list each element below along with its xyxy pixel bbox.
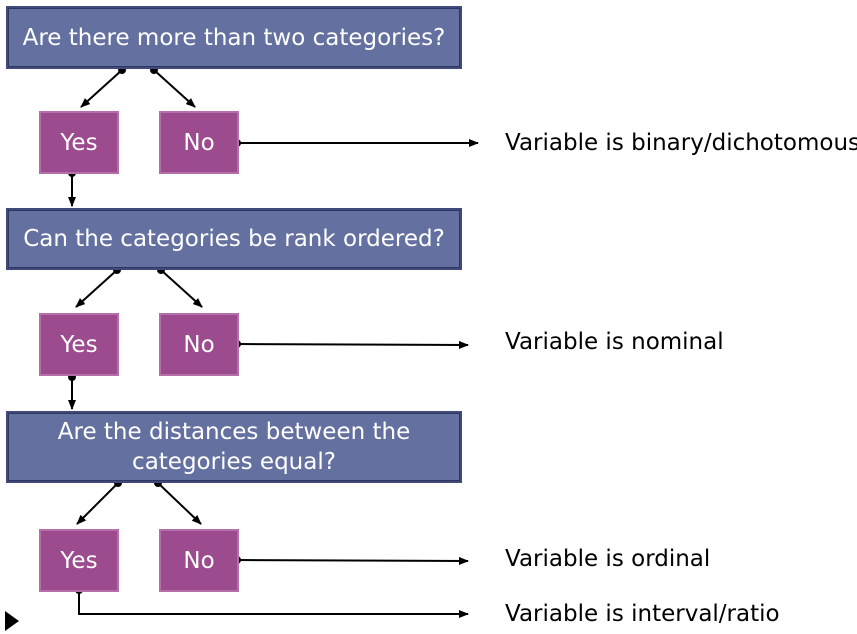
arrow-q2-no [160,269,203,308]
arrow-no3-result [236,556,469,565]
answer-yes-1: Yes [39,111,119,174]
answer-no-3: No [159,529,239,592]
result-interval-ratio: Variable is interval/ratio [505,601,780,627]
play-marker-icon[interactable] [5,611,19,631]
result-binary-dichotomous: Variable is binary/dichotomous [505,130,857,156]
arrow-no2-result [236,340,469,349]
result-ordinal: Variable is ordinal [505,546,711,572]
arrow-q1-yes [80,69,123,108]
arrow-q1-no [153,69,196,108]
question-distances-equal: Are the distances between the categories… [6,411,462,483]
question-more-than-two-categories: Are there more than two categories? [6,6,462,69]
question-rank-ordered: Can the categories be rank ordered? [6,208,462,270]
answer-yes-3: Yes [39,529,119,592]
arrow-yes3-result [78,590,469,618]
answer-no-1: No [159,111,239,174]
answer-no-2: No [159,313,239,376]
arrow-q3-yes [76,482,119,525]
answer-yes-2: Yes [39,313,119,376]
result-nominal: Variable is nominal [505,329,724,355]
arrow-q2-yes [75,269,118,308]
arrow-q3-no [157,482,202,525]
